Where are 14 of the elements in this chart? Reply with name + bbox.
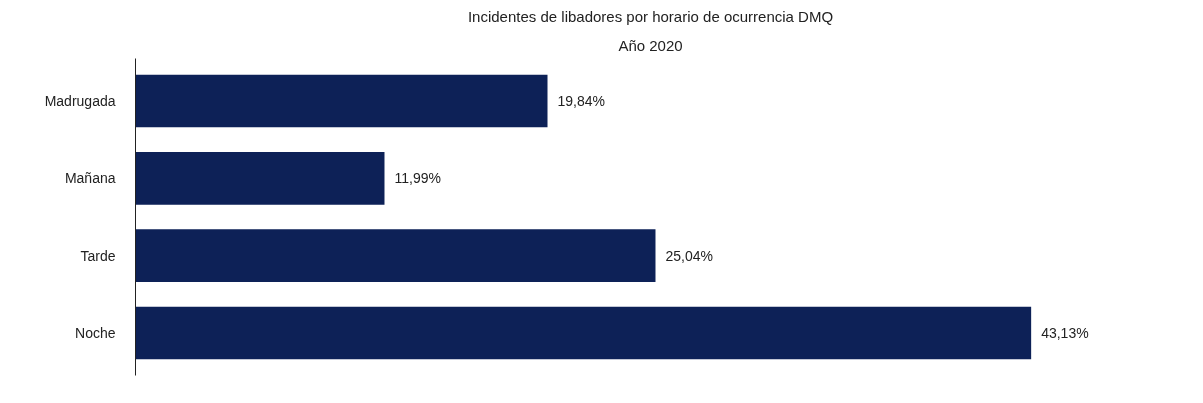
bar: [135, 152, 385, 205]
bar: [135, 74, 548, 128]
y-tick-label: Mañana: [64, 170, 116, 187]
data-label: 25,04%: [665, 247, 713, 264]
chart-title: Incidentes de libadores por horario de ocurrencia DMQ: [467, 7, 834, 25]
data-label: 11,99%: [394, 170, 441, 187]
y-tick-label: Madrugada: [44, 93, 116, 110]
bar: [135, 306, 1032, 360]
bar: [135, 229, 656, 282]
data-label: 43,13%: [1041, 324, 1089, 341]
data-label: 19,84%: [557, 93, 605, 110]
chart-subtitle: Año 2020: [618, 36, 683, 54]
y-tick-label: Noche: [75, 324, 116, 341]
y-tick-label: Tarde: [80, 247, 116, 264]
